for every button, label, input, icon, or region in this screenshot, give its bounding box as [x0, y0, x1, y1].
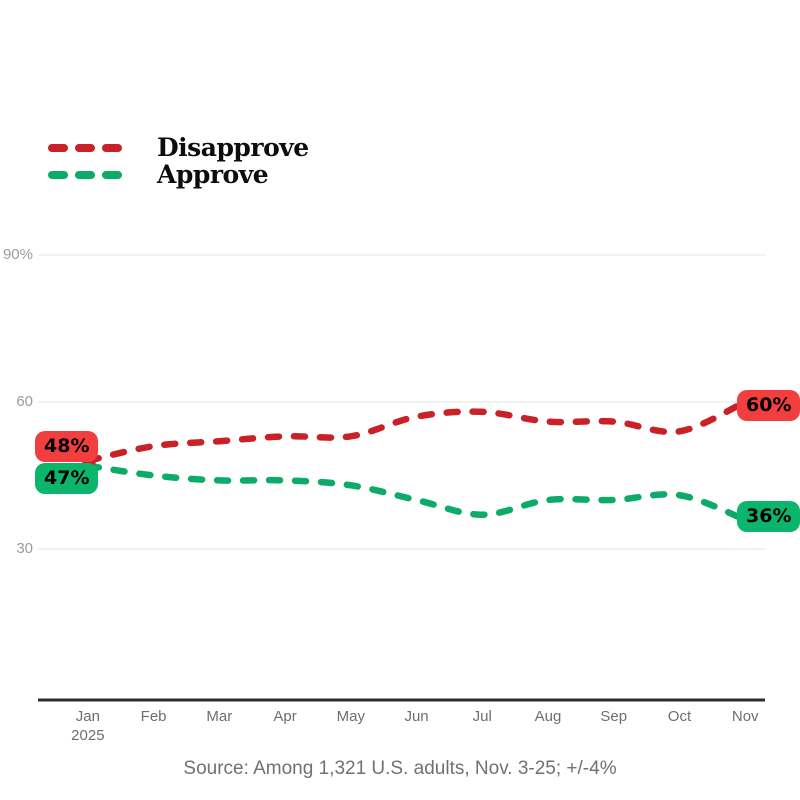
approve-end-value-badge: 36% — [737, 501, 800, 532]
x-tick-mar: Mar — [206, 708, 233, 725]
approve-dash-icon — [48, 170, 136, 179]
x-tick-nov: Nov — [731, 708, 759, 725]
x-axis-labels: Jan 2025 Feb Mar Apr May Jun Jul Aug Sep… — [55, 707, 778, 745]
legend: Disapprove Approve — [48, 134, 309, 188]
approve-start-value-badge: 47% — [35, 463, 99, 494]
x-tick-jan: Jan 2025 — [55, 707, 121, 745]
legend-item-disapprove: Disapprove — [48, 134, 309, 161]
disapprove-end-value-badge: 60% — [737, 390, 800, 421]
x-tick-jul: Jul — [472, 708, 492, 725]
line-disapprove — [84, 398, 749, 465]
disapprove-start-value-badge: 48% — [35, 431, 99, 462]
x-tick-apr: Apr — [273, 708, 297, 725]
x-tick-jun: Jun — [404, 708, 429, 725]
legend-label-approve: Approve — [157, 160, 269, 189]
y-tick-60: 60 — [16, 393, 33, 410]
x-tick-jan-year: 2025 — [71, 727, 105, 744]
source-note: Source: Among 1,321 U.S. adults, Nov. 3-… — [183, 758, 617, 779]
x-tick-may: May — [336, 708, 365, 725]
line-approve — [84, 462, 749, 523]
legend-label-disapprove: Disapprove — [157, 133, 309, 162]
x-tick-feb: Feb — [140, 708, 167, 725]
disapprove-dash-icon — [48, 143, 136, 152]
x-tick-aug: Aug — [534, 708, 562, 725]
x-tick-jan-month: Jan — [75, 708, 100, 725]
x-tick-sep: Sep — [600, 708, 628, 725]
legend-item-approve: Approve — [48, 161, 309, 188]
y-tick-30: 30 — [16, 540, 33, 557]
x-tick-oct: Oct — [667, 708, 692, 725]
y-tick-90: 90% — [2, 246, 33, 263]
